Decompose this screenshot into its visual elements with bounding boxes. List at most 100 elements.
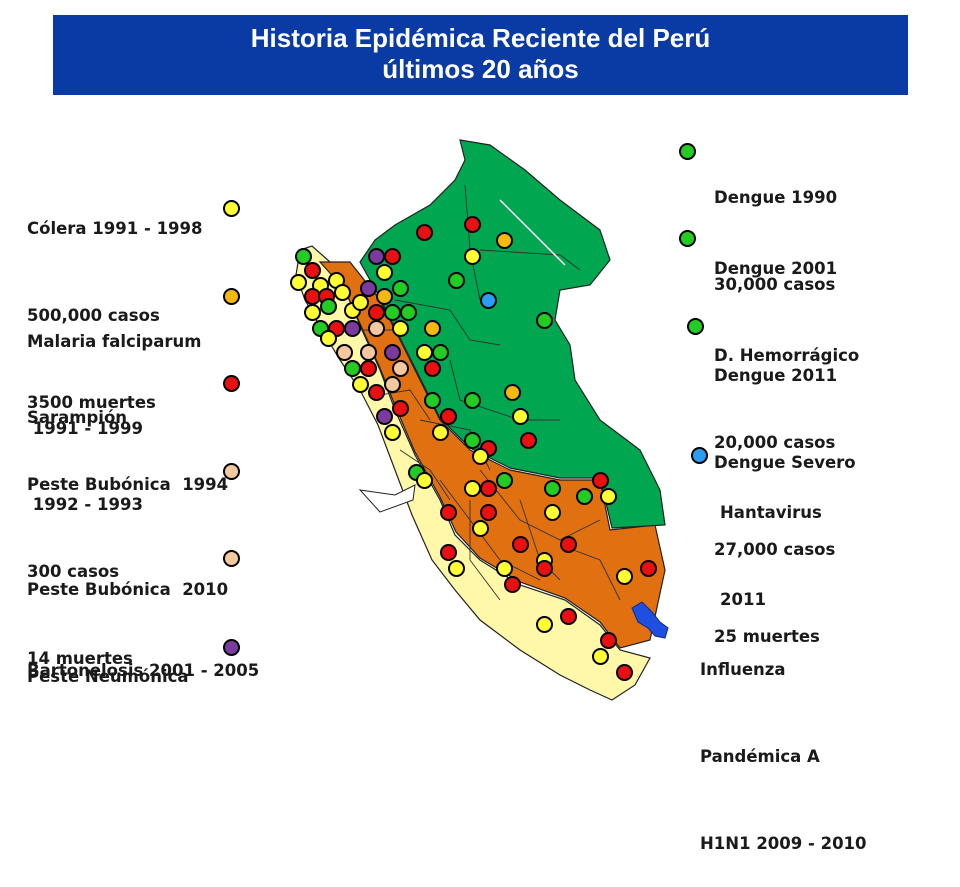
map-marker-cholera xyxy=(304,304,321,321)
map-marker-measles xyxy=(600,632,617,649)
map-marker-cholera xyxy=(536,616,553,633)
map-marker-dengue xyxy=(344,360,361,377)
map-marker-measles xyxy=(640,560,657,577)
map-marker-measles xyxy=(464,216,481,233)
map-marker-measles xyxy=(616,664,633,681)
map-marker-plague-1994 xyxy=(384,376,401,393)
map-marker-cholera xyxy=(376,264,393,281)
map-marker-cholera xyxy=(384,424,401,441)
map-marker-measles xyxy=(416,224,433,241)
map-marker-measles xyxy=(392,400,409,417)
map-marker-cholera xyxy=(334,284,351,301)
map-island xyxy=(358,484,416,513)
map-marker-cholera xyxy=(464,480,481,497)
map-marker-cholera xyxy=(352,376,369,393)
map-marker-cholera xyxy=(512,408,529,425)
map-marker-bartonella xyxy=(344,320,361,337)
map-marker-dengue xyxy=(496,472,513,489)
map-marker-dengue xyxy=(400,304,417,321)
legend-dengue-2011-marker xyxy=(687,318,704,335)
map-marker-malaria xyxy=(504,384,521,401)
legend-influenza: Influenza Pandémica A H1N1 2009 - 2010 xyxy=(700,660,867,853)
legend-dengue-1990: Dengue 1990 30,000 casos xyxy=(714,188,838,294)
legend-plague-1994: Peste Bubónica 1994 300 casos 14 muertes xyxy=(27,475,229,668)
map-marker-dengue xyxy=(544,480,561,497)
map-marker-cholera xyxy=(472,448,489,465)
lake-titicaca xyxy=(631,601,669,639)
map-marker-bartonella xyxy=(384,344,401,361)
map-marker-cholera xyxy=(352,294,369,311)
map-marker-cholera xyxy=(416,344,433,361)
map-marker-dengue xyxy=(448,272,465,289)
map-marker-dengue xyxy=(464,392,481,409)
map-marker-cholera xyxy=(592,648,609,665)
map-border-line xyxy=(499,199,566,266)
map-marker-bartonella xyxy=(368,248,385,265)
map-marker-measles xyxy=(480,504,497,521)
map-marker-measles xyxy=(424,360,441,377)
map-marker-measles xyxy=(592,472,609,489)
legend-measles: Sarampión 1992 - 1993 xyxy=(27,408,143,514)
map-marker-malaria xyxy=(424,320,441,337)
map-marker-malaria xyxy=(496,232,513,249)
map-marker-cholera xyxy=(290,274,307,291)
map-marker-measles xyxy=(512,536,529,553)
map-marker-measles xyxy=(560,608,577,625)
map-marker-dengue xyxy=(295,248,312,265)
map-marker-dengue xyxy=(384,304,401,321)
map-marker-measles xyxy=(368,304,385,321)
title-line-2: últimos 20 años xyxy=(382,54,579,84)
map-marker-dengue xyxy=(320,298,337,315)
map-marker-cholera xyxy=(600,488,617,505)
map-marker-plague-1994 xyxy=(360,344,377,361)
map-region-jungle xyxy=(359,139,666,529)
map-marker-measles xyxy=(480,480,497,497)
map-marker-bartonella xyxy=(360,280,377,297)
map-marker-measles xyxy=(440,504,457,521)
map-marker-cholera xyxy=(496,560,513,577)
peru-map xyxy=(295,139,669,701)
map-internal-boundaries xyxy=(360,184,621,601)
map-marker-dengue xyxy=(392,280,409,297)
map-marker-measles xyxy=(560,536,577,553)
legend-cholera: Cólera 1991 - 1998 500,000 casos 3500 mu… xyxy=(27,219,203,412)
legend-dengue-2001-marker xyxy=(679,230,696,247)
legend-plague-2010-marker xyxy=(223,550,240,567)
legend-malaria-marker xyxy=(223,288,240,305)
map-marker-measles xyxy=(360,360,377,377)
legend-hantavirus: Hantavirus 2011 xyxy=(720,503,822,609)
map-marker-measles xyxy=(504,576,521,593)
map-marker-plague-1994 xyxy=(392,360,409,377)
legend-hantavirus-marker xyxy=(691,447,708,464)
map-marker-cholera xyxy=(392,320,409,337)
map-marker-cholera xyxy=(416,472,433,489)
map-marker-cholera xyxy=(616,568,633,585)
map-marker-measles xyxy=(520,432,537,449)
map-marker-cholera xyxy=(464,248,481,265)
legend-plague-1994-marker xyxy=(223,463,240,480)
map-marker-dengue xyxy=(424,392,441,409)
map-marker-measles xyxy=(368,384,385,401)
title-line-1: Historia Epidémica Reciente del Perú xyxy=(250,23,711,53)
legend-measles-marker xyxy=(223,375,240,392)
legend-dengue-2011: Dengue 2011 Dengue Severo 27,000 casos 2… xyxy=(714,366,856,646)
map-marker-cholera xyxy=(472,520,489,537)
map-marker-measles xyxy=(440,544,457,561)
map-marker-dengue xyxy=(432,344,449,361)
map-marker-measles xyxy=(536,560,553,577)
map-marker-bartonella xyxy=(376,408,393,425)
title-banner: Historia Epidémica Reciente del Perú últ… xyxy=(53,15,908,95)
map-marker-plague-1994 xyxy=(336,344,353,361)
map-marker-malaria xyxy=(376,288,393,305)
map-marker-measles xyxy=(440,408,457,425)
legend-bartonella-marker xyxy=(223,639,240,656)
legend-bartonella: Bartonelosis 2001 - 2005 xyxy=(27,661,260,680)
map-marker-dengue xyxy=(464,432,481,449)
map-marker-cholera xyxy=(320,330,337,347)
map-marker-measles xyxy=(384,248,401,265)
legend-malaria: Malaria falciparum 1991 - 1999 xyxy=(27,332,202,438)
map-marker-measles xyxy=(304,262,321,279)
map-marker-cholera xyxy=(432,424,449,441)
map-marker-cholera xyxy=(544,504,561,521)
map-marker-dengue xyxy=(536,312,553,329)
